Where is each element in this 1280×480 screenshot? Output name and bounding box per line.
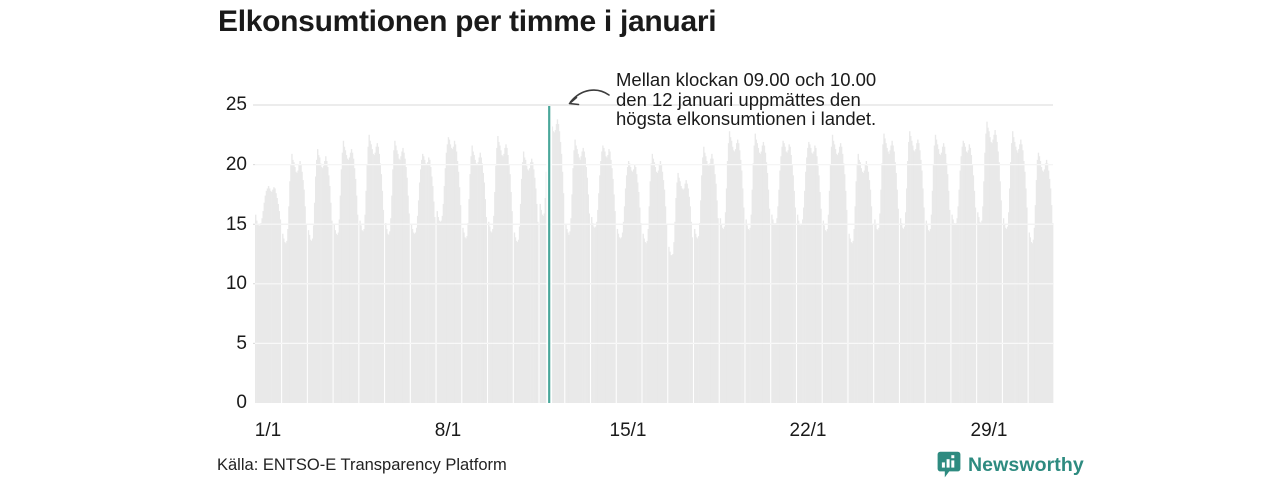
brand-wordmark: Newsworthy xyxy=(968,453,1084,476)
peak-annotation: Mellan klockan 09.00 och 10.00 den 12 ja… xyxy=(616,70,946,129)
annotation-line-2: den 12 januari uppmättes den xyxy=(616,88,861,110)
annotation-line-3: högsta elkonsumtionen i landet. xyxy=(616,108,877,129)
bar-chart-bubble-icon xyxy=(937,451,961,479)
newsworthy-logo: Newsworthy xyxy=(937,451,1084,479)
annotation-arrow-icon xyxy=(568,89,610,106)
x-tick-22-1: 22/1 xyxy=(789,420,827,441)
annotation-line-1: Mellan klockan 09.00 och 10.00 xyxy=(616,69,877,90)
page-title: Elkonsumtionen per timme i januari xyxy=(218,5,717,38)
source-credit: Källa: ENTSO-E Transparency Platform xyxy=(217,456,507,474)
x-tick-29-1: 29/1 xyxy=(970,420,1008,441)
y-tick-15: 15 xyxy=(225,214,247,235)
y-tick-20: 20 xyxy=(225,154,247,175)
y-tick-10: 10 xyxy=(225,273,247,294)
highlight-line xyxy=(548,106,551,403)
y-tick-25: 25 xyxy=(225,94,247,115)
x-tick-1-1: 1/1 xyxy=(254,420,282,441)
x-tick-8-1: 8/1 xyxy=(434,420,462,441)
y-tick-5: 5 xyxy=(236,333,247,354)
x-tick-15-1: 15/1 xyxy=(609,420,647,441)
y-tick-0: 0 xyxy=(236,392,247,413)
